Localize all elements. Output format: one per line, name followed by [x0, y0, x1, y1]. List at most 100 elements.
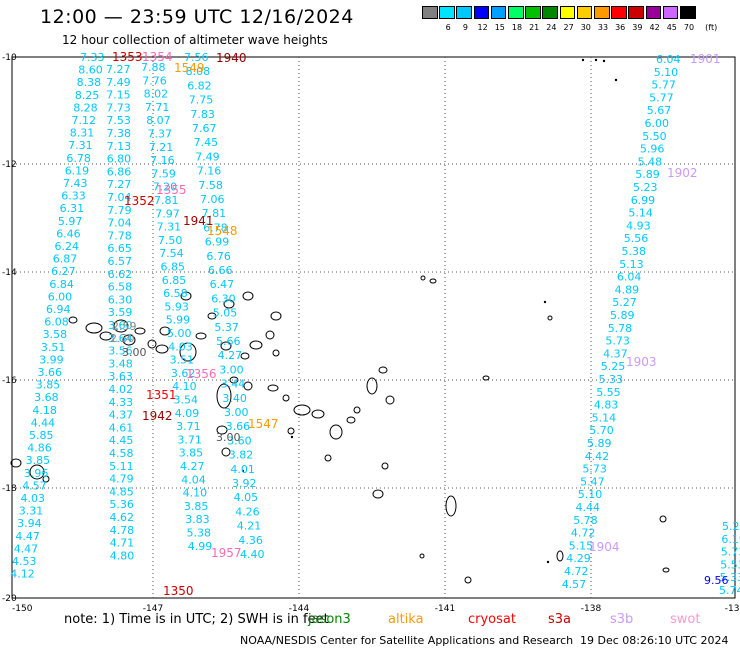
swh-value-track-b: 7.13 — [107, 140, 132, 153]
island-outline — [324, 454, 332, 462]
swh-value-track-a: 6.87 — [53, 253, 78, 266]
swh-value-track-a: 4.18 — [32, 404, 57, 417]
swh-value-track-a: 6.94 — [46, 303, 71, 316]
swh-value-track-c: 4.09 — [175, 407, 200, 420]
island-outline — [242, 291, 254, 301]
swh-value-track-d: 3.92 — [232, 477, 257, 490]
swh-value-track-b: 7.73 — [106, 101, 131, 114]
island-outline — [419, 553, 425, 559]
pass-time-1547: 1547 — [248, 417, 279, 431]
swh-value-track-c: 7.54 — [159, 247, 184, 260]
color-scale-unit: (ft) — [705, 23, 718, 32]
island-dot — [290, 435, 294, 439]
swh-value-track-f: 5.33 — [720, 571, 740, 584]
island-outline — [346, 416, 356, 424]
swh-value-track-b: 3.60 — [108, 319, 133, 332]
pass-time-1941: 1941 — [183, 214, 214, 228]
island-outline — [243, 381, 253, 391]
swh-value-track-c: 4.04 — [181, 473, 206, 486]
swh-value-track-b: 7.27 — [106, 63, 131, 76]
color-scale-tick: 18 — [511, 23, 523, 32]
swh-value-track-e: 5.89 — [610, 309, 635, 322]
swh-value-track-a: 3.99 — [39, 353, 64, 366]
color-scale-tick: 42 — [649, 23, 660, 32]
swh-value-track-d: 6.78 — [203, 221, 228, 234]
pass-time-1354: 1354 — [142, 50, 173, 64]
island-outline — [113, 319, 129, 333]
x-axis-label: -150 — [12, 604, 33, 614]
swh-value-track-a: 3.68 — [34, 391, 59, 404]
swh-value-track-a: 4.47 — [15, 530, 40, 543]
pass-time-1356: 1356 — [186, 367, 217, 381]
island-outline — [464, 576, 472, 584]
swh-value-track-a: 7.12 — [72, 114, 97, 127]
swh-value-track-f: 5.73 — [721, 546, 740, 559]
swh-value-track-e: 6.04 — [617, 271, 642, 284]
swh-value-track-e: 4.93 — [626, 219, 651, 232]
island-dot — [543, 300, 547, 304]
swh-value-track-e: 6.04 — [656, 53, 681, 66]
swh-value-track-e: 5.77 — [649, 91, 674, 104]
pass-time-1549: 1549 — [174, 61, 205, 75]
pass-time-1940: 1940 — [216, 51, 247, 65]
swh-value-track-c: 7.37 — [148, 128, 173, 141]
color-scale-tick: 30 — [580, 23, 591, 32]
swh-value-track-c: 3.85 — [179, 447, 204, 460]
swh-value-track-b: 4.80 — [110, 549, 135, 562]
swh-value-track-b: 6.30 — [108, 293, 133, 306]
swh-value-track-b: 4.37 — [109, 409, 134, 422]
map-title: 12:00 — 23:59 UTC 12/16/2024 — [40, 6, 354, 28]
island-outline — [207, 312, 217, 320]
color-swatch — [490, 6, 507, 19]
swh-value-track-e: 5.10 — [654, 66, 679, 79]
color-swatch — [662, 6, 679, 19]
swh-value-track-c: 7.59 — [151, 167, 176, 180]
swh-value-track-b: 4.33 — [109, 396, 134, 409]
swh-value-track-d: 4.27 — [218, 349, 243, 362]
swh-value-track-c: 7.71 — [145, 101, 170, 114]
island-outline — [249, 340, 263, 350]
swh-value-track-b: 7.04 — [107, 217, 132, 230]
y-axis-label: -16 — [2, 376, 17, 386]
swh-value-track-c: 3.62 — [171, 367, 196, 380]
swh-value-track-d: 6.47 — [210, 278, 235, 291]
swh-value-track-d: 4.26 — [235, 505, 260, 518]
swh-value-track-a: 6.31 — [60, 202, 85, 215]
swh-value-track-c: 6.58 — [163, 287, 188, 300]
swh-value-gray: 2.59 — [112, 320, 137, 333]
island-dot — [581, 58, 585, 62]
x-axis-label: -138 — [581, 604, 602, 614]
island-outline — [85, 322, 103, 334]
swh-value-track-e: 5.14 — [592, 411, 617, 424]
island-outline — [659, 515, 667, 523]
swh-value-track-a: 8.38 — [77, 76, 102, 89]
swh-value-track-e: 5.13 — [619, 258, 644, 271]
swh-value-track-b: 4.85 — [109, 485, 134, 498]
swh-value-track-a: 8.28 — [73, 101, 98, 114]
swh-value-track-c: 7.31 — [157, 221, 182, 234]
swh-value-track-d: 7.16 — [197, 165, 222, 178]
color-swatch — [680, 6, 696, 19]
swh-value-track-d: 4.36 — [238, 534, 263, 547]
swh-value-track-d: 5.66 — [216, 335, 241, 348]
swh-value-track-e: 5.15 — [569, 539, 594, 552]
island-dot — [602, 59, 606, 63]
island-outline — [482, 375, 490, 381]
swh-value-track-a: 5.97 — [58, 215, 83, 228]
swh-value-track-d: 7.06 — [200, 193, 225, 206]
color-scale-tick: 33 — [597, 23, 609, 32]
swh-value-track-b: 4.58 — [109, 447, 134, 460]
swh-value-track-a: 6.08 — [44, 316, 69, 329]
x-axis-label: -141 — [435, 604, 455, 614]
swh-value-track-d: 6.82 — [187, 79, 212, 92]
swh-value-track-e: 4.57 — [562, 578, 587, 591]
swh-value-track-d: 6.66 — [208, 264, 233, 277]
pass-time-1355: 1355 — [156, 183, 187, 197]
swh-value-track-b: 7.78 — [107, 229, 132, 242]
swh-value-track-d: 7.58 — [198, 179, 223, 192]
swh-value-track-e: 4.72 — [571, 527, 596, 540]
swh-value-track-e: 4.29 — [566, 552, 591, 565]
swh-value-track-a: 7.33 — [80, 51, 105, 64]
island-outline — [159, 326, 171, 336]
swh-value-track-c: 6.85 — [162, 274, 187, 287]
